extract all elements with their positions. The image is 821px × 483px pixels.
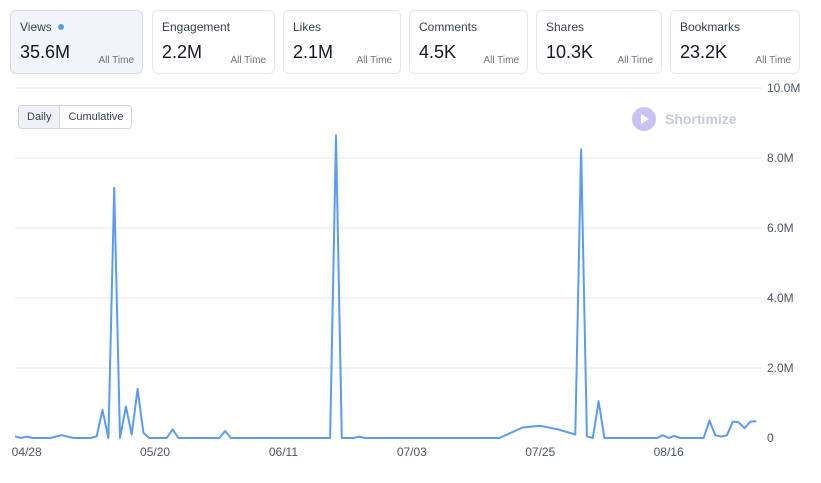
shortimize-logo-icon: [632, 107, 656, 131]
metric-label-text: Likes: [293, 20, 322, 34]
view-mode-toggle: Daily Cumulative: [18, 105, 133, 129]
metric-label: Engagement: [162, 20, 230, 34]
selected-dot-icon: [57, 23, 64, 30]
metric-card-views[interactable]: Views 35.6M All Time: [10, 10, 143, 74]
y-tick-label: 0: [767, 431, 774, 445]
metric-label-text: Shares: [546, 20, 585, 34]
metric-label: Likes: [293, 20, 321, 34]
shortimize-watermark: Shortimize: [632, 107, 737, 131]
metric-value: 2.1M: [293, 42, 334, 62]
x-tick-label: 07/03: [397, 445, 427, 459]
cumulative-toggle-button[interactable]: Cumulative: [60, 106, 132, 128]
metric-label: Views: [20, 20, 64, 34]
y-tick-label: 6.0M: [767, 221, 794, 235]
metric-value: 23.2K: [680, 42, 728, 62]
metric-label-text: Engagement: [162, 20, 231, 34]
y-tick-label: 10.0M: [767, 81, 800, 95]
views-series-line: [14, 134, 757, 439]
metric-value: 4.5K: [419, 42, 457, 62]
metric-value: 35.6M: [20, 42, 71, 62]
metric-label: Comments: [419, 20, 477, 34]
metric-cards: Views 35.6M All Time Engagement 2.2M All Time…: [10, 10, 810, 74]
metric-value: 10.3K: [546, 42, 594, 62]
y-tick-label: 8.0M: [767, 151, 794, 165]
x-tick-label: 08/16: [654, 445, 684, 459]
metric-card-shares[interactable]: Shares 10.3K All Time: [536, 10, 662, 74]
metric-period: All Time: [98, 55, 134, 66]
metric-label: Bookmarks: [680, 20, 740, 34]
metric-card-bookmarks[interactable]: Bookmarks 23.2K All Time: [670, 10, 800, 74]
metric-period: All Time: [755, 55, 791, 66]
metric-label-text: Bookmarks: [680, 20, 741, 34]
metric-period: All Time: [483, 55, 519, 66]
x-tick-label: 05/20: [140, 445, 170, 459]
metric-period: All Time: [356, 55, 392, 66]
watermark-text: Shortimize: [665, 111, 737, 127]
x-tick-label: 07/25: [525, 445, 555, 459]
metric-value: 2.2M: [162, 42, 203, 62]
x-tick-label: 06/11: [269, 445, 298, 459]
metric-card-likes[interactable]: Likes 2.1M All Time: [283, 10, 401, 74]
x-tick-label: 04/28: [12, 445, 42, 459]
daily-toggle-button[interactable]: Daily: [19, 106, 61, 128]
metric-label-text: Comments: [419, 20, 478, 34]
metric-period: All Time: [617, 55, 653, 66]
metric-label: Shares: [546, 20, 584, 34]
metric-label-text: Views: [20, 20, 52, 34]
y-tick-label: 2.0M: [767, 361, 794, 375]
y-tick-label: 4.0M: [767, 291, 794, 305]
metric-card-engagement[interactable]: Engagement 2.2M All Time: [152, 10, 275, 74]
metric-card-comments[interactable]: Comments 4.5K All Time: [409, 10, 528, 74]
metric-period: All Time: [230, 55, 266, 66]
